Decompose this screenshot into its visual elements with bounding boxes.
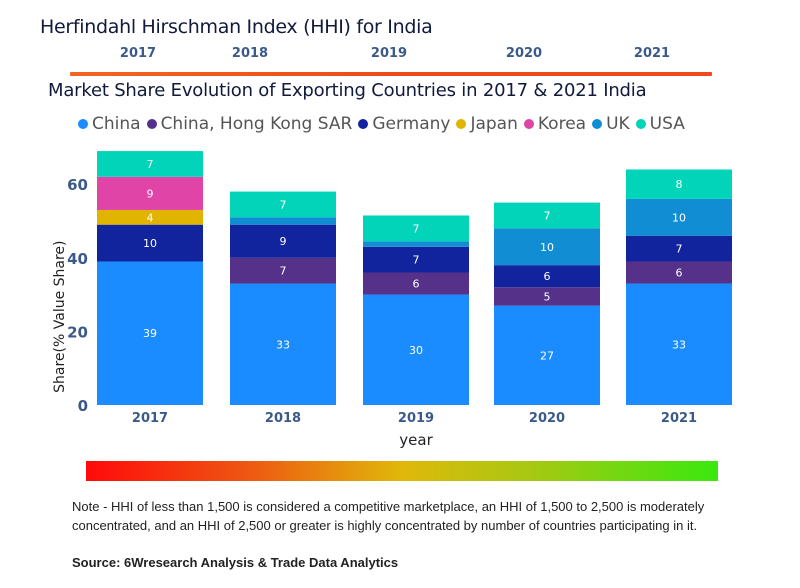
legend-item[interactable]: Germany xyxy=(358,114,450,134)
legend-dot-icon xyxy=(592,119,603,129)
data-label: 10 xyxy=(143,237,157,250)
legend-item[interactable]: Japan xyxy=(456,114,518,134)
bar-segment-germany xyxy=(626,235,732,262)
legend-label: China, Hong Kong SAR xyxy=(160,114,353,134)
data-label: 7 xyxy=(544,209,551,222)
chart-legend: China China, Hong Kong SAR Germany Japan Kor… xyxy=(78,114,685,134)
data-label: 8 xyxy=(676,178,683,191)
bar-segment-china xyxy=(230,283,336,405)
legend-item[interactable]: China xyxy=(78,114,141,134)
x-tick-label: 2020 xyxy=(529,411,565,426)
bar-segment-china xyxy=(363,294,469,405)
hhi-year-label: 2021 xyxy=(633,46,671,61)
data-label: 7 xyxy=(676,243,683,256)
bar-segment-china-hong-kong-sar xyxy=(494,287,600,306)
legend-label: China xyxy=(92,114,141,134)
chart-title: Market Share Evolution of Exporting Coun… xyxy=(48,80,647,101)
hhi-title: Herfindahl Hirschman Index (HHI) for Ind… xyxy=(40,16,433,38)
y-tick-label: 40 xyxy=(67,250,88,268)
x-tick-label: 2018 xyxy=(265,411,301,426)
y-axis-label: Share(% Value Share) xyxy=(52,240,68,392)
bar-segment-usa xyxy=(230,191,336,218)
legend-dot-icon xyxy=(358,119,369,129)
footer-source: Source: 6Wresearch Analysis & Trade Data… xyxy=(72,555,399,570)
bar-segment-germany xyxy=(494,265,600,288)
data-label: 7 xyxy=(413,222,420,235)
hhi-year-label: 2018 xyxy=(231,46,269,61)
bar-segment-usa xyxy=(494,202,600,229)
legend-label: Korea xyxy=(537,114,587,134)
data-label: 33 xyxy=(276,338,290,351)
bar-segment-uk xyxy=(494,228,600,266)
data-label: 7 xyxy=(147,158,154,171)
data-label: 6 xyxy=(544,270,551,283)
data-label: 27 xyxy=(540,349,554,362)
x-tick-label: 2021 xyxy=(661,411,697,426)
data-label: 7 xyxy=(280,198,287,211)
hhi-year-label: 2020 xyxy=(505,46,543,61)
data-label: 6 xyxy=(413,278,420,291)
bar-segment-usa xyxy=(363,215,469,242)
data-label: 5 xyxy=(544,290,551,303)
bar-segment-china-hong-kong-sar xyxy=(626,261,732,284)
legend-item[interactable]: USA xyxy=(635,114,685,134)
bar-segment-usa xyxy=(626,169,732,199)
hhi-color-scale xyxy=(86,461,718,481)
x-axis-label: year xyxy=(399,431,433,449)
bar-segment-uk xyxy=(363,241,469,247)
bar-segment-china xyxy=(626,283,732,405)
legend-dot-icon xyxy=(456,119,467,129)
bar-segment-china xyxy=(97,261,203,405)
bar-segment-japan xyxy=(97,209,203,225)
data-label: 9 xyxy=(147,187,154,200)
x-tick-label: 2017 xyxy=(132,411,168,426)
data-label: 10 xyxy=(540,241,554,254)
bar-segment-germany xyxy=(230,224,336,258)
bar-segment-uk xyxy=(230,217,336,225)
data-label: 39 xyxy=(143,327,157,340)
legend-dot-icon xyxy=(146,119,157,129)
data-label: 30 xyxy=(409,344,423,357)
stacked-bar-chart: 0 20 40 60 Share(% Value Share) 39 10 4 9 7 2017 33… xyxy=(52,151,732,449)
legend-label: Japan xyxy=(470,114,518,134)
hhi-timeline-line xyxy=(70,72,712,76)
bar-segment-china xyxy=(494,305,600,405)
bar-segment-germany xyxy=(97,224,203,262)
data-label: 4 xyxy=(147,211,154,224)
y-tick-label: 20 xyxy=(67,323,88,341)
bar-segment-china-hong-kong-sar xyxy=(363,272,469,295)
bar-segment-korea xyxy=(97,176,203,210)
legend-item[interactable]: China, Hong Kong SAR xyxy=(146,114,353,134)
legend-dot-icon xyxy=(523,119,534,129)
data-label: 10 xyxy=(672,211,686,224)
legend-dot-icon xyxy=(635,119,646,129)
data-label: 6 xyxy=(676,267,683,280)
y-tick-label: 60 xyxy=(67,176,88,194)
legend-label: UK xyxy=(606,114,630,134)
data-label: 7 xyxy=(413,254,420,267)
y-tick-label: 0 xyxy=(78,397,88,415)
x-tick-label: 2019 xyxy=(398,411,434,426)
hhi-year-label: 2017 xyxy=(119,46,157,61)
legend-item[interactable]: Korea xyxy=(523,114,587,134)
legend-label: Germany xyxy=(372,114,451,134)
bar-segment-germany xyxy=(363,246,469,273)
data-label: 9 xyxy=(280,235,287,248)
legend-dot-icon xyxy=(78,119,88,129)
bar-segment-china-hong-kong-sar xyxy=(230,257,336,284)
data-label: 33 xyxy=(672,338,686,351)
bar-segment-uk xyxy=(626,198,732,236)
footer-note: Note - HHI of less than 1,500 is conside… xyxy=(72,499,705,533)
bar-segment-usa xyxy=(97,151,203,177)
legend-label: USA xyxy=(649,114,685,134)
data-label: 7 xyxy=(280,265,287,278)
hhi-year-label: 2019 xyxy=(370,46,408,61)
legend-item[interactable]: UK xyxy=(592,114,630,134)
